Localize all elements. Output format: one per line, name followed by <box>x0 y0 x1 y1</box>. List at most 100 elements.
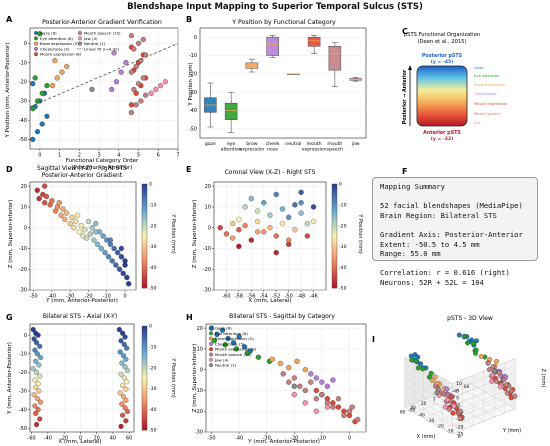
data-point <box>444 397 450 403</box>
colorbar-segment <box>332 220 337 224</box>
grid-line <box>446 390 495 418</box>
legend-label: Eye attention (6) <box>215 331 248 336</box>
colorbar-segment <box>142 393 147 397</box>
data-point <box>109 86 115 93</box>
colorbar-tick-label: -20 <box>149 223 157 229</box>
data-point <box>54 75 60 81</box>
data-point <box>496 370 502 376</box>
data-point <box>143 92 149 98</box>
colorbar-segment <box>142 352 147 355</box>
colorbar-segment <box>142 336 147 340</box>
colorbar-segment <box>332 225 337 229</box>
grid-line <box>452 358 516 384</box>
data-point <box>123 386 129 392</box>
z-tick-label: 10 <box>456 381 462 387</box>
data-point <box>133 90 139 96</box>
y-axis-label: Z (mm, Superior-Inferior) <box>192 344 198 413</box>
legend-marker <box>78 31 82 35</box>
y-tick-label: 0 <box>200 367 203 373</box>
data-point <box>297 383 303 389</box>
data-point <box>457 415 463 421</box>
panel-subtitle: (Deen et al., 2015) <box>417 39 466 45</box>
data-point <box>494 359 499 364</box>
box <box>224 102 238 120</box>
grid-line <box>404 399 453 427</box>
data-point <box>313 375 319 381</box>
data-point <box>71 225 77 231</box>
colorbar-segment <box>332 194 337 198</box>
legend-marker <box>209 352 213 357</box>
data-point <box>304 220 310 227</box>
colorbar-segment <box>142 217 147 221</box>
data-point <box>490 364 496 370</box>
x-tick-label: -50 <box>207 436 215 442</box>
colorbar-segment <box>142 197 147 200</box>
data-point <box>420 366 426 372</box>
y-tick-label: 20 <box>205 184 211 190</box>
data-point <box>41 183 48 189</box>
data-point <box>308 379 314 385</box>
anterior-value: (y = -32) <box>431 136 454 142</box>
colorbar-segment <box>142 272 147 276</box>
panel-e: E Coronal View (X-Z) - Right STS -60 -58-… <box>186 165 363 304</box>
panel-letter: D <box>6 165 13 174</box>
data-point <box>123 59 129 66</box>
data-point <box>148 90 154 96</box>
data-point <box>85 218 92 225</box>
colorbar-segment <box>332 267 337 271</box>
colorbar-segment <box>332 246 337 250</box>
x-tick-label: -20 <box>84 294 92 300</box>
data-point <box>508 388 514 394</box>
plot-area: -60 -40 -20 0 20 40 60 -50 -40 -30 -20 -10 0 -50 -40 -3… <box>19 323 157 442</box>
category-label: gaze <box>205 142 216 147</box>
colorbar-segment <box>142 354 147 358</box>
data-point <box>298 200 304 206</box>
colorbar-segment <box>142 414 147 418</box>
panel-letter: A <box>6 15 13 24</box>
y-axis-label: Y Position (mm) <box>188 62 194 106</box>
data-point <box>286 237 292 243</box>
legend-label: Jaw (4) <box>214 357 229 362</box>
data-point <box>415 365 421 371</box>
data-point <box>118 245 125 252</box>
x-tick-label: -50 <box>285 294 293 300</box>
data-point <box>241 344 248 350</box>
data-point <box>122 334 128 340</box>
colorbar-segment <box>142 346 147 350</box>
data-point <box>49 198 55 204</box>
legend-marker <box>209 357 213 362</box>
y-tick-label: 0 <box>194 35 197 41</box>
colorbar-tick-label: -20 <box>149 365 157 371</box>
data-point <box>38 354 44 361</box>
colorbar-segment <box>142 331 147 335</box>
colorbar-segment <box>142 424 147 428</box>
panel-title: Bilateral STS - Axial (X-Y) <box>43 313 117 320</box>
x-tick-label: -60 <box>462 384 469 390</box>
legend-marker <box>209 326 213 330</box>
data-point <box>31 336 37 342</box>
data-point <box>135 40 142 46</box>
plot-area: -50 -40 -30 -20 -10 0 -30 -20 -10 0 10 20 Gaze (8)Ey… <box>195 323 367 442</box>
data-point <box>465 340 470 346</box>
colorbar-segment <box>142 194 147 198</box>
plot-frame <box>199 27 367 139</box>
posterior-label: Posterior pSTS <box>422 53 463 59</box>
x-axis-label: X (mm) <box>417 434 436 440</box>
data-point <box>34 187 40 193</box>
data-point <box>432 374 438 380</box>
legend-label: Neutral (1) <box>215 363 237 368</box>
summary-line: Gradient Axis: Posterior-Anterior <box>380 229 523 239</box>
data-point <box>230 235 236 241</box>
colorbar-segment <box>142 388 147 392</box>
data-point <box>308 371 314 377</box>
y-tick-label: -20 <box>19 370 27 376</box>
data-point <box>122 405 128 411</box>
z-tick-label: -5 <box>456 403 461 409</box>
data-point <box>33 340 40 346</box>
data-point <box>98 245 104 252</box>
x-tick-label: -40 <box>44 436 52 442</box>
data-point <box>117 390 123 396</box>
data-point <box>36 195 42 202</box>
colorbar-segment <box>332 184 337 187</box>
legend-marker <box>34 31 38 35</box>
